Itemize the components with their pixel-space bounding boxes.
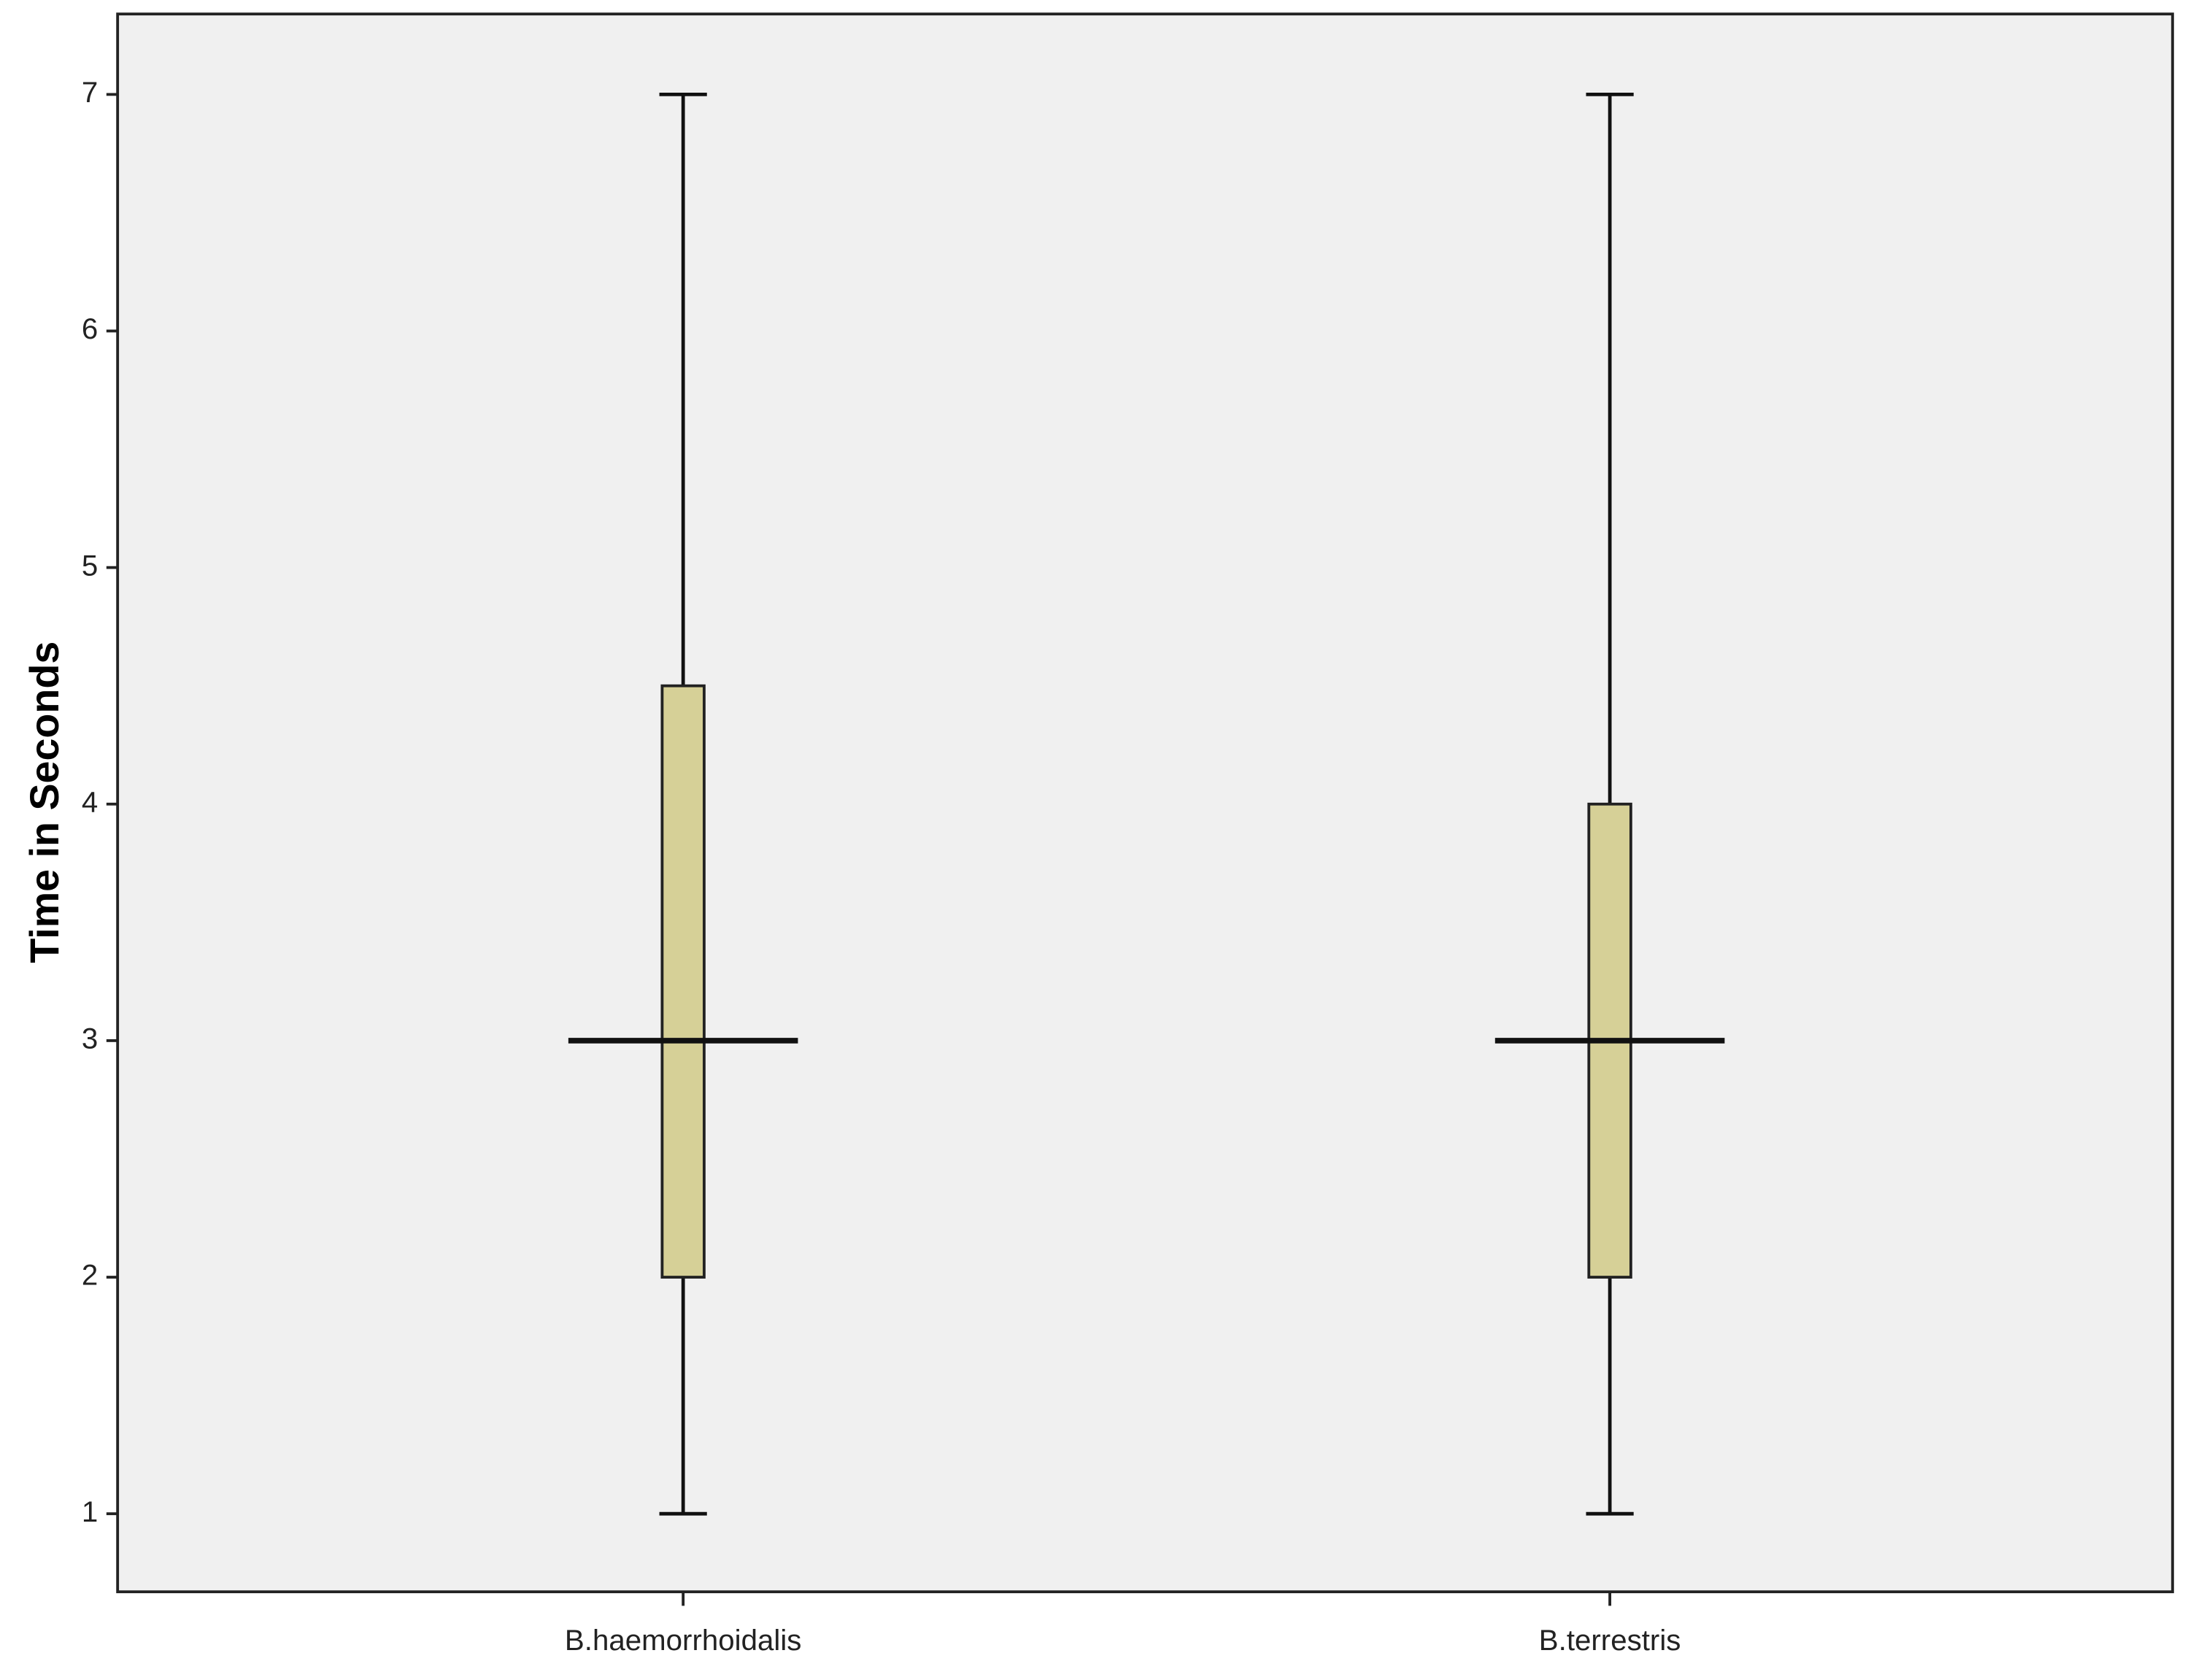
y-tick-label: 2 bbox=[82, 1259, 98, 1292]
x-tick-label: B.terrestris bbox=[1539, 1624, 1681, 1657]
y-tick-label: 7 bbox=[82, 76, 98, 109]
plot-area bbox=[116, 12, 2175, 1594]
y-axis-label: Time in Seconds bbox=[22, 641, 67, 963]
y-tick-label: 6 bbox=[82, 312, 98, 345]
y-tick-label: 3 bbox=[82, 1022, 98, 1055]
y-tick-label: 1 bbox=[82, 1495, 98, 1528]
box bbox=[660, 684, 706, 1279]
y-tick-label: 4 bbox=[82, 785, 98, 818]
x-tick-label: B.haemorrhoidalis bbox=[565, 1624, 802, 1657]
y-tick-label: 5 bbox=[82, 549, 98, 582]
